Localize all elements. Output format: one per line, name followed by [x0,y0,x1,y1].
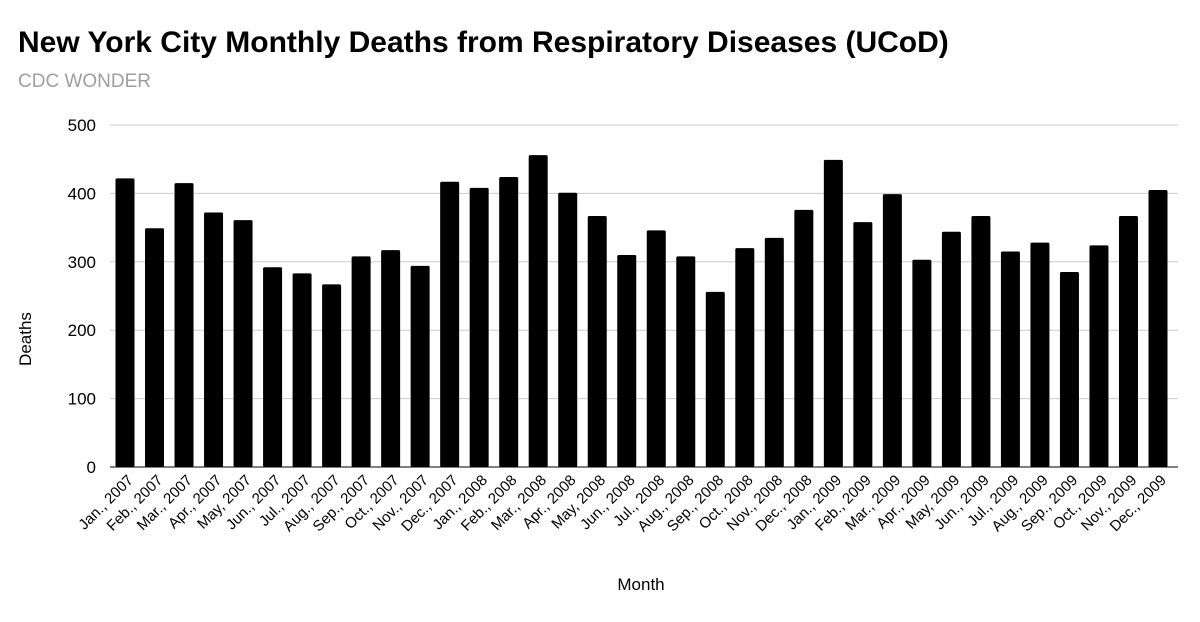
grid-layer [110,124,1178,468]
bar [1118,215,1138,467]
bar [469,187,489,468]
y-tick-label: 400 [68,184,96,203]
bar [823,159,843,467]
y-tick-label: 0 [87,458,96,477]
bar [499,176,519,467]
bar [145,228,165,467]
x-axis-title: Month [617,575,664,594]
bar [233,220,253,467]
bar [971,215,991,467]
bar-layer [115,155,1168,468]
y-tick-label: 100 [68,390,96,409]
bar [322,284,342,467]
bar [292,273,312,467]
y-tick-label: 500 [68,116,96,135]
bar [1089,245,1109,467]
bar [440,181,460,467]
y-tick-label: 200 [68,321,96,340]
bar [764,237,784,467]
bar [381,250,401,467]
bar [174,183,194,467]
bar [882,194,902,468]
bar [646,230,666,467]
bar [794,209,814,468]
bar [115,178,135,468]
bar [1030,242,1050,467]
bar [587,215,607,467]
bar [558,192,578,467]
bar [528,155,548,467]
y-axis-title: Deaths [16,312,35,366]
bar [1000,251,1020,467]
y-tick-label: 300 [68,253,96,272]
bar [410,265,430,467]
bar [1148,189,1168,468]
bar [263,267,283,467]
chart-subtitle: CDC WONDER [18,71,151,92]
bar [705,291,725,467]
bar [853,222,873,467]
bar [735,248,755,467]
bar [351,256,371,467]
bar [941,231,961,467]
bar [204,212,224,467]
chart-title: New York City Monthly Deaths from Respir… [18,26,949,59]
bar [912,259,932,467]
bar [1059,272,1079,467]
bar [676,256,696,467]
bar [617,254,637,467]
